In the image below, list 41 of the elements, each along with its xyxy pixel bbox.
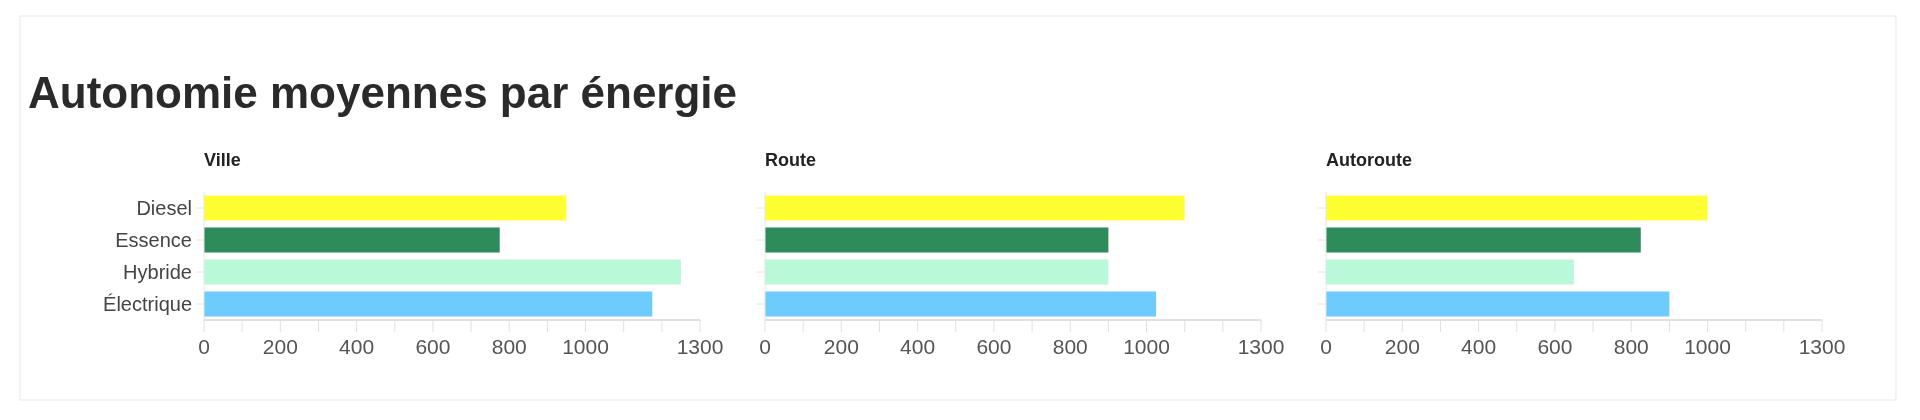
y-tick-label: Électrique [103,293,192,315]
bar [1326,259,1574,285]
x-tick-label: 1000 [562,335,609,358]
x-tick-label: 600 [976,335,1012,358]
x-tick-label: 1300 [676,335,724,358]
chart-subtitle: Route [765,150,816,170]
x-tick-label: 1300 [1798,335,1846,358]
bar [765,259,1109,285]
chart-subtitle: Ville [204,150,241,170]
x-tick-label: 400 [1461,335,1497,358]
x-tick-label: 0 [198,335,210,358]
bar [1326,195,1708,221]
y-tick-label: Hybride [123,261,192,283]
x-tick-label: 800 [1613,335,1649,358]
bar [765,195,1185,221]
bar [204,291,653,317]
x-tick-label: 600 [415,335,451,358]
x-tick-label: 200 [823,335,859,358]
x-tick-label: 0 [759,335,771,358]
x-tick-label: 1000 [1684,335,1731,358]
bar [204,259,681,285]
x-tick-label: 400 [339,335,375,358]
x-tick-label: 200 [262,335,298,358]
x-tick-label: 0 [1320,335,1332,358]
x-tick-label: 200 [1384,335,1420,358]
x-tick-label: 400 [900,335,936,358]
y-tick-label: Essence [115,229,192,251]
x-tick-label: 1000 [1123,335,1170,358]
chart-title: Autonomie moyennes par énergie [28,68,738,117]
x-tick-label: 800 [1052,335,1088,358]
bar [1326,227,1641,253]
bar [765,227,1109,253]
bar [204,227,500,253]
y-tick-label: Diesel [136,197,192,219]
bar [765,291,1157,317]
chart-subtitle: Autoroute [1326,150,1412,170]
x-tick-label: 800 [491,335,527,358]
bar [1326,291,1670,317]
bar [204,195,567,221]
x-tick-label: 1300 [1237,335,1285,358]
x-tick-label: 600 [1537,335,1573,358]
